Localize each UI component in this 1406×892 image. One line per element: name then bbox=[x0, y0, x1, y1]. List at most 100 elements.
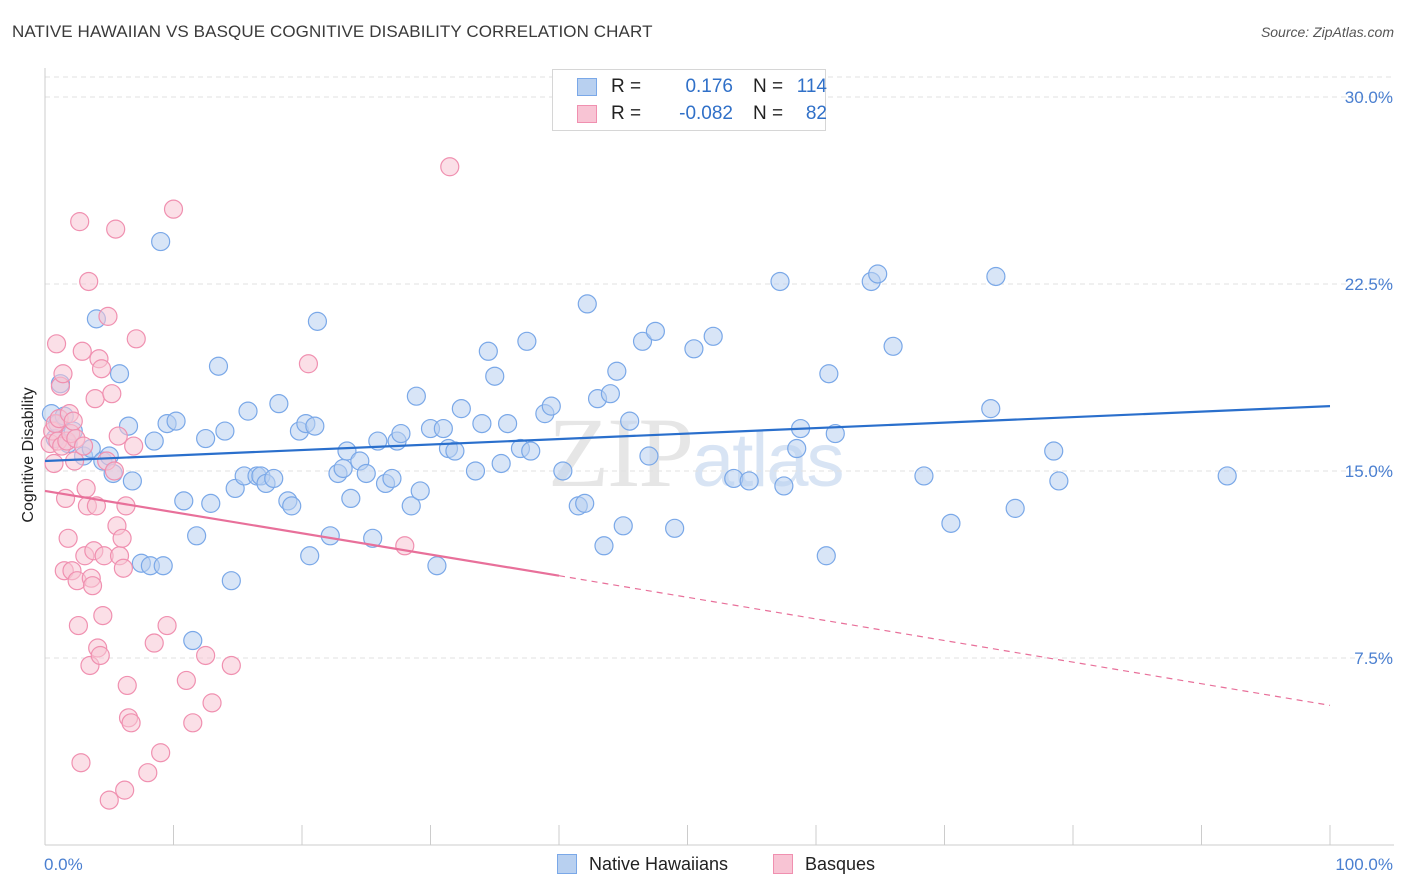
data-point-native-hawaiians bbox=[391, 423, 411, 444]
data-point-native-hawaiians bbox=[215, 421, 235, 441]
data-point-native-hawaiians bbox=[333, 458, 353, 479]
data-point-native-hawaiians bbox=[774, 476, 794, 496]
data-point-native-hawaiians bbox=[517, 331, 537, 351]
data-point-native-hawaiians bbox=[196, 428, 216, 449]
y-tick-label: 30.0% bbox=[1345, 88, 1393, 107]
data-point-native-hawaiians bbox=[819, 364, 839, 384]
data-point-basques bbox=[163, 199, 184, 219]
data-point-native-hawaiians bbox=[521, 441, 541, 461]
data-point-basques bbox=[115, 780, 135, 800]
data-point-basques bbox=[85, 389, 105, 409]
data-point-native-hawaiians bbox=[410, 481, 430, 501]
data-point-native-hawaiians bbox=[770, 271, 790, 292]
legend-swatch-pink bbox=[577, 105, 597, 123]
data-point-basques bbox=[183, 713, 203, 733]
data-point-basques bbox=[102, 384, 122, 404]
data-point-native-hawaiians bbox=[269, 394, 289, 414]
data-point-basques bbox=[117, 675, 137, 696]
data-point-basques bbox=[70, 212, 90, 232]
legend-n-value: 114 bbox=[796, 76, 827, 97]
data-point-basques bbox=[93, 605, 113, 626]
data-point-basques bbox=[138, 763, 158, 783]
source-label: Source: ZipAtlas.com bbox=[1260, 24, 1394, 40]
data-point-native-hawaiians bbox=[174, 491, 194, 511]
data-point-basques bbox=[71, 753, 91, 773]
data-point-native-hawaiians bbox=[1049, 471, 1069, 491]
data-point-basques bbox=[44, 453, 64, 474]
data-point-native-hawaiians bbox=[577, 294, 597, 314]
series-native-hawaiians bbox=[41, 231, 1237, 651]
data-point-native-hawaiians bbox=[639, 446, 659, 466]
data-point-native-hawaiians bbox=[613, 516, 633, 536]
trend-lines bbox=[44, 405, 1331, 706]
data-point-basques bbox=[176, 670, 196, 691]
legend-row-basques: R = -0.082 N = 82 bbox=[577, 101, 827, 127]
data-point-native-hawaiians bbox=[485, 366, 505, 386]
data-point-native-hawaiians bbox=[575, 493, 595, 513]
data-point-native-hawaiians bbox=[739, 471, 759, 491]
data-point-native-hawaiians bbox=[433, 418, 453, 439]
data-point-native-hawaiians bbox=[986, 266, 1006, 287]
data-point-basques bbox=[151, 743, 171, 763]
data-point-native-hawaiians bbox=[553, 461, 573, 481]
data-point-native-hawaiians bbox=[645, 321, 665, 341]
legend-r-value: 0.176 bbox=[685, 76, 733, 97]
data-point-basques bbox=[58, 528, 78, 548]
data-point-native-hawaiians bbox=[153, 556, 173, 576]
data-point-basques bbox=[82, 576, 103, 596]
bottom-legend-basques: Basques bbox=[773, 852, 875, 876]
data-point-basques bbox=[68, 615, 89, 636]
legend-n-label: N = bbox=[753, 103, 784, 124]
data-point-native-hawaiians bbox=[307, 311, 328, 331]
trend-line-basques-extrapolated bbox=[558, 575, 1331, 706]
data-point-native-hawaiians bbox=[221, 571, 241, 591]
data-point-basques bbox=[104, 461, 124, 481]
data-point-native-hawaiians bbox=[632, 331, 653, 351]
data-point-native-hawaiians bbox=[122, 471, 142, 491]
data-point-basques bbox=[86, 496, 107, 516]
data-point-native-hawaiians bbox=[472, 413, 492, 434]
data-point-native-hawaiians bbox=[491, 453, 511, 474]
data-point-native-hawaiians bbox=[600, 384, 621, 404]
data-point-basques bbox=[108, 426, 128, 446]
data-point-native-hawaiians bbox=[401, 496, 421, 516]
legend-r-value: -0.082 bbox=[679, 103, 733, 124]
data-point-native-hawaiians bbox=[883, 336, 903, 356]
data-point-native-hawaiians bbox=[144, 431, 164, 451]
legend-n-label: N = bbox=[753, 76, 784, 97]
data-point-basques bbox=[440, 157, 460, 177]
data-point-native-hawaiians bbox=[109, 364, 130, 384]
data-point-basques bbox=[196, 645, 216, 666]
data-point-native-hawaiians bbox=[201, 493, 221, 513]
data-point-native-hawaiians bbox=[498, 413, 518, 434]
bottom-legend-swatch-pink bbox=[773, 854, 793, 874]
data-point-native-hawaiians bbox=[620, 411, 640, 431]
correlation-legend: R = 0.176 N = 114 R = -0.082 N = 82 bbox=[552, 69, 827, 131]
data-point-native-hawaiians bbox=[238, 401, 258, 421]
legend-swatch-blue bbox=[577, 78, 597, 96]
data-point-native-hawaiians bbox=[914, 466, 934, 486]
data-point-native-hawaiians bbox=[300, 546, 320, 566]
data-point-basques bbox=[76, 478, 96, 499]
x-tick-label-min: 0.0% bbox=[44, 855, 83, 874]
data-point-basques bbox=[53, 364, 73, 384]
data-point-basques bbox=[144, 633, 164, 653]
data-point-native-hawaiians bbox=[816, 546, 836, 566]
bottom-legend-swatch-blue bbox=[557, 854, 577, 874]
data-point-basques bbox=[73, 436, 94, 456]
data-point-native-hawaiians bbox=[337, 441, 357, 461]
data-point-native-hawaiians bbox=[594, 536, 614, 556]
data-point-basques bbox=[202, 693, 222, 713]
data-point-native-hawaiians bbox=[282, 496, 302, 516]
chart-title: NATIVE HAWAIIAN VS BASQUE COGNITIVE DISA… bbox=[12, 22, 653, 41]
y-tick-label: 22.5% bbox=[1345, 275, 1393, 294]
data-point-basques bbox=[90, 645, 110, 666]
data-point-native-hawaiians bbox=[1044, 441, 1064, 461]
bottom-legend-label: Native Hawaiians bbox=[589, 853, 729, 874]
data-point-basques bbox=[124, 436, 144, 456]
y-axis-label: Cognitive Disability bbox=[20, 387, 37, 522]
data-point-native-hawaiians bbox=[341, 488, 361, 509]
data-point-native-hawaiians bbox=[541, 396, 561, 416]
legend-n-value: 82 bbox=[805, 103, 827, 124]
